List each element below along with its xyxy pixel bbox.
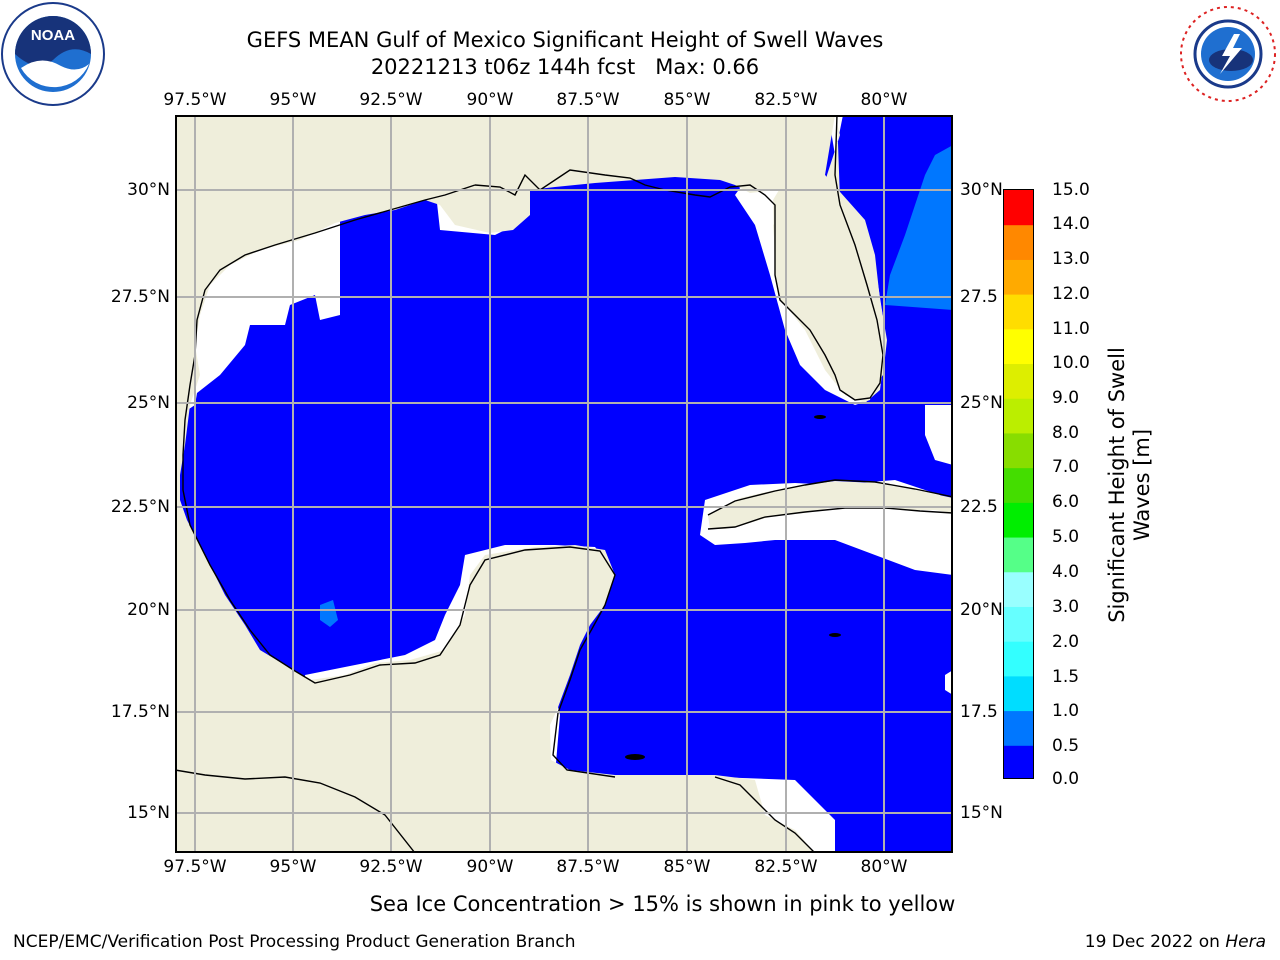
- lon-tick-top: 92.5°W: [359, 90, 423, 110]
- lat-tick-left: 25°N: [127, 393, 170, 413]
- colorbar-band: [1004, 537, 1033, 573]
- colorbar-band: [1004, 710, 1033, 746]
- colorbar-tick: 9.0: [1052, 388, 1080, 408]
- lat-tick-left: 17.5°N: [110, 702, 170, 722]
- lon-tick-bottom: 80°W: [860, 857, 908, 877]
- lon-tick-bottom: 92.5°W: [359, 857, 423, 877]
- colorbar-band: [1004, 571, 1033, 607]
- colorbar-band: [1004, 259, 1033, 295]
- lon-tick-top: 95°W: [269, 90, 317, 110]
- colorbar-band: [1004, 467, 1033, 503]
- colorbar-tick: 3.0: [1052, 597, 1080, 617]
- colorbar-tick: 4.0: [1052, 562, 1080, 582]
- colorbar-tick: 11.0: [1052, 319, 1090, 339]
- lat-tick-left: 30°N: [127, 180, 170, 200]
- colorbar-band: [1004, 502, 1033, 538]
- nws-logo: [1176, 2, 1280, 106]
- colorbar-tick: 5.0: [1052, 527, 1080, 547]
- colorbar-tick: 15.0: [1052, 180, 1090, 200]
- colorbar-band: [1004, 641, 1033, 677]
- sea-ice-note: Sea Ice Concentration > 15% is shown in …: [369, 892, 956, 916]
- swell-05-bay-of-campeche: [320, 600, 338, 627]
- swell-05-atlantic: [885, 145, 953, 310]
- colorbar-band: [1004, 190, 1033, 226]
- colorbar-tick: 12.0: [1052, 284, 1090, 304]
- colorbar-tick: 13.0: [1052, 249, 1090, 269]
- land-florida: [773, 175, 887, 400]
- lat-tick-right: 22.5: [960, 497, 998, 517]
- lat-tick-right: 20°N: [960, 600, 1003, 620]
- footer-host: Hera: [1225, 932, 1266, 952]
- colorbar-tick: 1.5: [1052, 667, 1080, 687]
- colorbar-band: [1004, 398, 1033, 434]
- colorbar-tick: 2.0: [1052, 632, 1080, 652]
- colorbar-tick: 0.5: [1052, 736, 1080, 756]
- lat-tick-right: 27.5: [960, 287, 998, 307]
- map-subtitle: 20221213 t06z 144h fcst Max: 0.66: [370, 55, 760, 79]
- map-title: GEFS MEAN Gulf of Mexico Significant Hei…: [246, 28, 884, 52]
- colorbar-band: [1004, 224, 1033, 260]
- colorbar-tick: 7.0: [1052, 457, 1080, 477]
- lon-tick-bottom: 90°W: [466, 857, 514, 877]
- colorbar-tick: 10.0: [1052, 353, 1090, 373]
- footer-date: 19 Dec 2022 on Hera: [1085, 932, 1266, 952]
- lat-tick-right: 25°N: [960, 393, 1003, 413]
- colorbar: [1003, 189, 1034, 779]
- lat-tick-left: 15°N: [127, 803, 170, 823]
- lon-tick-top: 97.5°W: [163, 90, 227, 110]
- colorbar-band: [1004, 745, 1033, 778]
- lat-tick-left: 22.5°N: [110, 497, 170, 517]
- lon-tick-bottom: 87.5°W: [556, 857, 620, 877]
- colorbar-band: [1004, 675, 1033, 712]
- colorbar-band: [1004, 606, 1033, 642]
- noaa-logo: NOAA: [1, 2, 105, 106]
- gulf-of-mexico-map: [175, 115, 953, 853]
- colorbar-label: Significant Height of Swell Waves [m]: [1105, 347, 1155, 623]
- colorbar-label-line1: Significant Height of Swell: [1105, 347, 1129, 623]
- colorbar-band: [1004, 363, 1033, 399]
- colorbar-band: [1004, 328, 1033, 365]
- colorbar-tick: 1.0: [1052, 701, 1080, 721]
- lon-tick-bottom: 82.5°W: [754, 857, 818, 877]
- lat-tick-right: 30°N: [960, 180, 1003, 200]
- lon-tick-top: 87.5°W: [556, 90, 620, 110]
- lon-tick-top: 80°W: [860, 90, 908, 110]
- colorbar-tick: 0.0: [1052, 769, 1080, 789]
- colorbar-label-line2: Waves [m]: [1130, 428, 1154, 542]
- colorbar-tick: 8.0: [1052, 423, 1080, 443]
- graticule: [175, 115, 953, 853]
- noaa-logo-text: NOAA: [31, 27, 75, 44]
- footer-date-text: 19 Dec 2022 on: [1084, 932, 1226, 952]
- footer-org: NCEP/EMC/Verification Post Processing Pr…: [13, 932, 576, 952]
- colorbar-tick: 6.0: [1052, 492, 1080, 512]
- colorbar-band: [1004, 294, 1033, 330]
- lon-tick-top: 85°W: [663, 90, 711, 110]
- lat-tick-right: 15°N: [960, 803, 1003, 823]
- lon-tick-top: 82.5°W: [754, 90, 818, 110]
- lat-tick-left: 20°N: [127, 600, 170, 620]
- colorbar-tick: 14.0: [1052, 214, 1090, 234]
- lon-tick-top: 90°W: [466, 90, 514, 110]
- lon-tick-bottom: 97.5°W: [163, 857, 227, 877]
- lat-tick-left: 27.5°N: [110, 287, 170, 307]
- colorbar-band: [1004, 432, 1033, 469]
- lat-tick-right: 17.5: [960, 702, 998, 722]
- lon-tick-bottom: 95°W: [269, 857, 317, 877]
- lon-tick-bottom: 85°W: [663, 857, 711, 877]
